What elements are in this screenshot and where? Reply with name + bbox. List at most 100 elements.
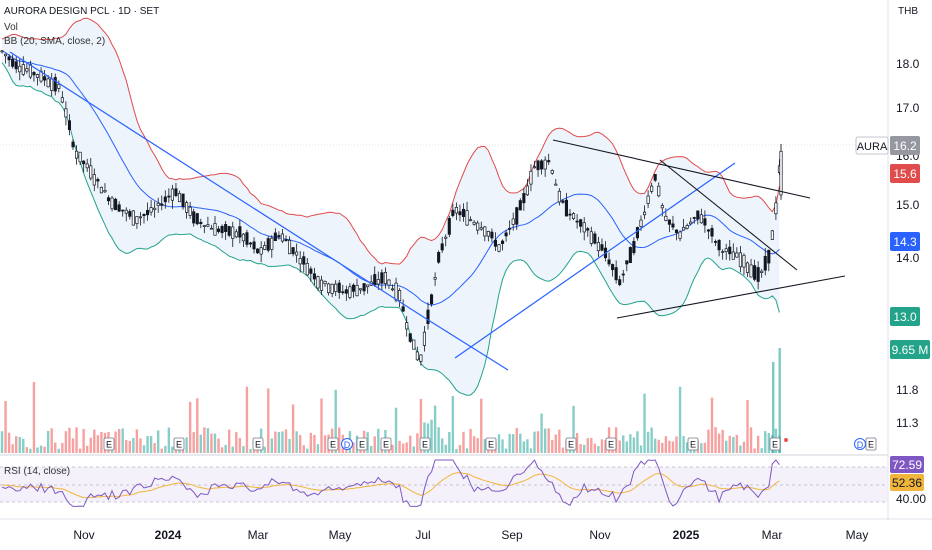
volume-bar: [504, 448, 508, 453]
candle: [256, 248, 260, 255]
candle: [760, 268, 764, 278]
volume-bar: [54, 442, 57, 453]
svg-text:E: E: [568, 440, 574, 450]
earnings-marker[interactable]: E: [380, 437, 392, 451]
candle: [472, 220, 476, 226]
volume-bar: [75, 427, 78, 453]
candle: [479, 221, 483, 231]
trendline-downtrend-blue[interactable]: [9, 51, 426, 319]
candle-last: [779, 144, 783, 200]
candle: [309, 266, 313, 282]
earnings-marker[interactable]: E: [173, 437, 185, 451]
candle: [635, 226, 640, 241]
candle: [110, 195, 114, 212]
earnings-marker[interactable]: E: [687, 437, 699, 451]
candle: [383, 267, 387, 289]
candle: [454, 202, 458, 221]
earnings-marker[interactable]: E: [327, 437, 339, 451]
candle: [263, 241, 267, 251]
candle: [731, 243, 735, 260]
volume-bar: [739, 445, 742, 453]
bb-legend[interactable]: BB (20, SMA, close, 2): [4, 36, 106, 47]
volume-bar: [61, 442, 64, 453]
candle: [270, 235, 274, 258]
earnings-marker[interactable]: E: [103, 437, 115, 451]
volume-bar: [242, 446, 245, 453]
bb-fill: [2, 18, 780, 396]
candle: [529, 164, 533, 192]
earnings-marker[interactable]: E: [605, 437, 617, 451]
dividend-marker[interactable]: D: [341, 438, 353, 451]
volume-bar: [717, 433, 721, 453]
candle: [415, 346, 419, 361]
trendline-steep-black[interactable]: [659, 159, 798, 271]
candle: [103, 183, 107, 194]
candle: [735, 247, 739, 258]
candle: [671, 215, 675, 231]
volume-bar: [377, 428, 380, 453]
candle: [71, 139, 75, 151]
volume-bar: [114, 431, 117, 453]
volume-bar: [632, 437, 636, 453]
trendline-lower-black[interactable]: [616, 275, 846, 319]
volume-bar: [728, 435, 731, 453]
trendline-upper-black[interactable]: [552, 139, 811, 199]
volume-bar: [480, 398, 483, 453]
candle: [430, 293, 434, 307]
y-axis-ticks: 18.017.016.015.014.011.811.340.00: [896, 57, 926, 506]
candle: [248, 241, 253, 248]
volume-legend[interactable]: Vol: [4, 22, 18, 33]
volume-bar: [7, 432, 11, 453]
volume-bar: [0, 431, 4, 453]
candle: [312, 267, 316, 286]
candle: [401, 299, 405, 312]
candle: [89, 158, 93, 181]
volume-bar: [675, 436, 678, 453]
rsi-ma-line: [1, 472, 780, 499]
candle: [53, 73, 57, 96]
dividend-marker[interactable]: D: [854, 438, 866, 451]
rsi-legend[interactable]: RSI (14, close): [4, 466, 71, 477]
candle: [724, 243, 728, 260]
y-tick-label: 17.0: [896, 101, 920, 115]
candle: [706, 228, 711, 240]
volume-bar: [86, 445, 89, 453]
trendlines[interactable]: [9, 51, 846, 371]
candle: [181, 193, 185, 210]
earnings-marker[interactable]: E: [769, 437, 781, 451]
candle: [305, 257, 309, 276]
candle: [703, 210, 707, 233]
candle: [486, 230, 490, 242]
volume-bar: [579, 444, 582, 453]
volume-bar: [561, 447, 565, 453]
volume-bar: [703, 442, 707, 453]
bb_basis-tag: [890, 232, 920, 251]
volume-bar: [625, 441, 628, 453]
earnings-marker[interactable]: E: [485, 437, 497, 451]
earnings-marker[interactable]: E: [565, 437, 577, 451]
earnings-marker[interactable]: E: [865, 437, 877, 451]
candle: [543, 156, 547, 177]
candle: [753, 259, 757, 282]
earnings-marker[interactable]: E: [252, 437, 264, 451]
candle: [515, 206, 519, 230]
trendline-cross-blue[interactable]: [424, 317, 509, 371]
candle: [238, 219, 242, 244]
candle: [774, 196, 778, 220]
earnings-marker[interactable]: E: [419, 437, 431, 451]
svg-text:E: E: [383, 440, 389, 450]
candle: [557, 188, 561, 206]
candle: [646, 190, 650, 209]
candle: [14, 56, 18, 74]
volume-bar: [323, 435, 327, 453]
candle: [85, 158, 89, 172]
volume-bar: [533, 431, 536, 453]
trendline-uptrend-blue[interactable]: [454, 162, 736, 359]
earnings-marker[interactable]: E: [356, 437, 368, 451]
candle: [536, 159, 540, 177]
x-axis-ticks: Nov 2024 Mar May Jul Sep Nov 2025 Mar May: [73, 528, 868, 542]
volume-bar: [657, 439, 660, 453]
candle: [561, 198, 565, 204]
